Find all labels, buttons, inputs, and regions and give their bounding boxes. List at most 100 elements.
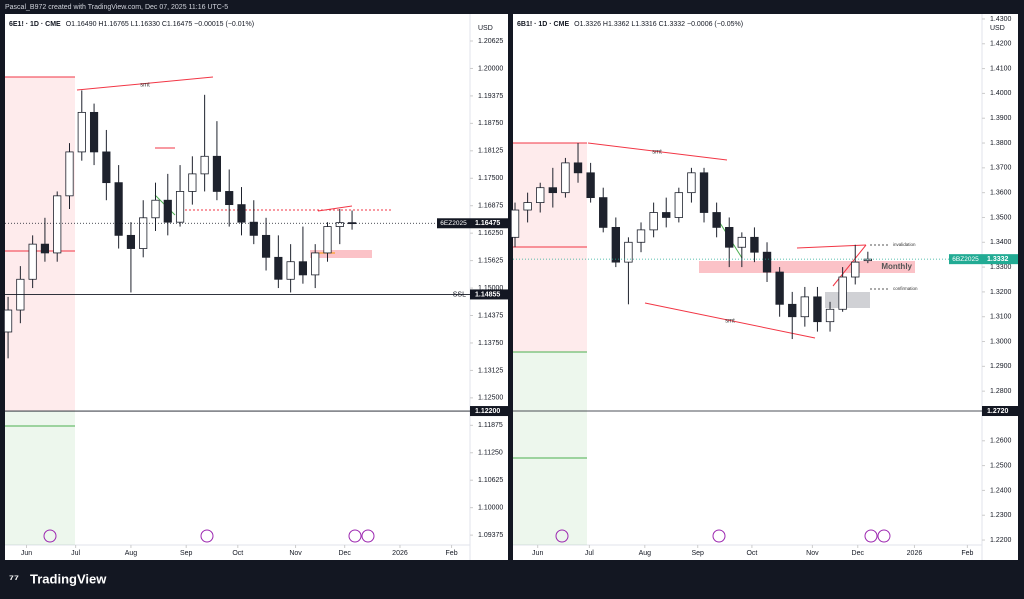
y-tick-label: 1.19375	[478, 93, 503, 100]
event-icon[interactable]	[43, 529, 57, 543]
candle-body	[249, 221, 258, 236]
candle-body	[274, 256, 283, 280]
price-tag	[982, 406, 1018, 417]
candle-body	[762, 251, 772, 273]
candle-body	[586, 172, 595, 199]
x-tick-label: Nov	[289, 550, 302, 557]
candle-body	[825, 308, 835, 323]
candle-body	[737, 236, 747, 248]
y-tick-label: 1.12500	[478, 395, 503, 402]
candle-body	[536, 187, 545, 203]
candle-body	[599, 197, 608, 228]
y-tick-label: 1.3400	[990, 239, 1012, 246]
event-icon[interactable]	[555, 529, 569, 543]
candle-body	[188, 173, 197, 192]
candle-body	[851, 261, 860, 278]
candle-body	[750, 236, 759, 253]
candle-body	[151, 199, 160, 219]
candle-body	[175, 191, 185, 223]
chart-title: 6E1! · 1D · CME	[9, 21, 61, 28]
candle-body	[200, 155, 209, 175]
currency: USD	[478, 25, 493, 32]
price-tag-label: 1.16475	[475, 220, 500, 227]
candle-body	[523, 202, 532, 211]
price-tag	[470, 218, 508, 229]
event-icons	[43, 529, 891, 543]
zone	[513, 352, 587, 545]
candle-body	[725, 226, 734, 248]
event-icon[interactable]	[712, 529, 726, 543]
symbol-tag	[949, 254, 982, 265]
brand-logo: ⁷⁷	[9, 572, 19, 586]
brand: TradingView	[30, 571, 107, 586]
candle-body	[237, 204, 246, 223]
x-tick-label: Jul	[71, 550, 80, 557]
y-tick-label: 1.16875	[478, 203, 503, 210]
candle-body	[624, 241, 633, 263]
y-tick-label: 1.20625	[478, 38, 503, 45]
candle-body	[139, 217, 148, 249]
candle-body	[40, 243, 50, 254]
zone	[699, 261, 915, 273]
y-tick-label: 1.4000	[990, 90, 1012, 97]
chart-title: 6B1! · 1D · CME	[517, 21, 569, 28]
x-tick-label: Nov	[806, 550, 819, 557]
x-tick-label: 2026	[392, 550, 408, 557]
y-tick-label: 1.17500	[478, 175, 503, 182]
y-tick-label: 1.20000	[478, 65, 503, 72]
zone	[5, 77, 75, 411]
candle-body	[3, 309, 13, 333]
symbol-tag	[437, 218, 470, 229]
price-tag	[982, 254, 1018, 265]
y-tick-label: 1.11875	[478, 422, 503, 429]
candle-body	[212, 155, 222, 192]
candle-body	[77, 111, 86, 153]
smt-line	[76, 76, 214, 91]
y-tick-label: 1.4200	[990, 41, 1012, 48]
candle-body	[813, 296, 822, 323]
y-tick-label: 1.2300	[990, 512, 1012, 519]
y-tick-label: 1.15000	[478, 285, 503, 292]
candle-body	[102, 151, 111, 184]
event-icon[interactable]	[200, 529, 214, 543]
x-tick-label: Feb	[961, 550, 973, 557]
chart-subtitle: O1.16490 H1.16765 L1.16330 C1.16475 −0.0…	[66, 21, 254, 28]
zone	[825, 292, 870, 308]
candle-body	[298, 261, 308, 276]
y-tick-label: 1.13750	[478, 340, 503, 347]
event-icon[interactable]	[361, 529, 375, 543]
y-tick-label: 1.3700	[990, 165, 1012, 172]
candle-body	[611, 226, 621, 263]
panel	[5, 14, 508, 560]
annotation: Monthly	[881, 262, 912, 271]
x-tick-label: Jul	[585, 550, 594, 557]
x-tick-label: 2026	[907, 550, 923, 557]
y-tick-label: 1.4300	[990, 16, 1012, 23]
candle-body	[53, 195, 62, 254]
y-tick-label: 1.2600	[990, 438, 1012, 445]
y-tick-label: 1.3900	[990, 115, 1012, 122]
event-icon[interactable]	[877, 529, 891, 543]
candle-body	[838, 276, 847, 310]
candle-body	[561, 162, 570, 194]
x-tick-label: Dec	[852, 550, 865, 557]
candle-body	[65, 151, 74, 197]
y-tick-label: 1.18750	[478, 120, 503, 127]
y-tick-label: 1.10625	[478, 477, 503, 484]
candle-body	[662, 212, 671, 218]
y-tick-label: 1.2200	[990, 537, 1012, 544]
drawing-line	[796, 244, 867, 249]
y-tick-label: 1.18125	[478, 148, 503, 155]
price-tag	[470, 406, 508, 417]
y-tick-label: 1.16250	[478, 230, 503, 237]
event-icon[interactable]	[864, 529, 878, 543]
x-tick-label: Jun	[21, 550, 32, 557]
x-tick-label: Dec	[338, 550, 351, 557]
annotation: smt	[140, 83, 150, 89]
candle-body	[347, 222, 357, 225]
y-tick-label: 1.15625	[478, 257, 503, 264]
smt-line	[644, 302, 816, 339]
x-tick-label: Aug	[125, 550, 138, 557]
event-icon[interactable]	[348, 529, 362, 543]
